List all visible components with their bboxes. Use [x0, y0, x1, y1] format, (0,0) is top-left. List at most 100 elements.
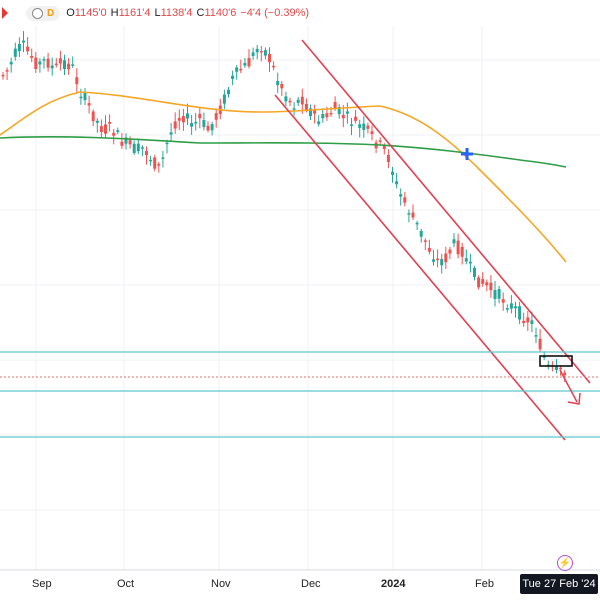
candle-body	[5, 70, 9, 72]
candle-body	[222, 94, 226, 104]
candle-body	[481, 279, 485, 284]
moving-average-slow	[0, 136, 567, 168]
candle-body	[63, 60, 66, 70]
candle-body	[505, 308, 509, 310]
candle-body	[432, 259, 435, 262]
candle-body	[468, 261, 472, 264]
candle-body	[337, 106, 341, 115]
candle-body	[395, 181, 399, 185]
candle-body	[46, 58, 50, 68]
candle-body	[120, 141, 124, 146]
candle-body	[452, 239, 456, 244]
candle-body	[350, 124, 353, 126]
candle-body	[514, 306, 517, 309]
candle-body	[87, 103, 91, 106]
candle-body	[300, 96, 304, 105]
candle-body	[206, 125, 210, 131]
candle-body	[309, 108, 312, 117]
candle-body	[251, 52, 255, 56]
candle-body	[190, 122, 194, 127]
candle-body	[26, 46, 30, 52]
candle-body	[255, 48, 259, 53]
candle-body	[50, 65, 54, 69]
candle-body	[231, 75, 235, 80]
candle-body	[538, 338, 542, 350]
candle-body	[214, 113, 218, 120]
x-axis-label-2024: 2024	[381, 578, 406, 590]
candle-body	[501, 299, 505, 303]
candle-body	[386, 154, 390, 163]
x-axis-label-nov: Nov	[211, 578, 231, 590]
candle-body	[58, 58, 62, 64]
candle-body	[407, 213, 411, 215]
candle-body	[473, 267, 476, 277]
candle-body	[366, 125, 370, 129]
candle-body	[153, 157, 157, 169]
candle-body	[276, 80, 280, 86]
candle-body	[423, 240, 427, 242]
candle-body	[284, 96, 288, 102]
candle-body	[17, 43, 21, 52]
candle-body	[419, 230, 423, 237]
highlight-box	[539, 355, 573, 367]
candle-body	[456, 240, 460, 255]
candle-body	[526, 317, 530, 323]
candle-body	[403, 197, 407, 203]
candle-body	[202, 120, 206, 128]
candle-body	[42, 59, 46, 61]
candle-body	[247, 57, 251, 67]
candle-body	[464, 258, 468, 262]
candle-body	[149, 159, 153, 162]
candle-body	[555, 366, 558, 370]
candle-body	[263, 50, 267, 56]
candle-body	[313, 109, 317, 114]
candle-body	[128, 140, 132, 145]
candle-body	[378, 140, 382, 142]
candle-body	[79, 96, 83, 99]
candle-body	[427, 247, 431, 252]
visibility-toggle[interactable]: D	[26, 5, 61, 21]
candle-body	[194, 121, 198, 124]
candle-body	[489, 282, 493, 291]
candle-body	[67, 63, 71, 70]
projection-arrow-line	[559, 369, 578, 403]
candle-body	[34, 57, 38, 70]
candle-body	[13, 48, 17, 57]
candle-body	[317, 121, 321, 125]
candle-body	[227, 89, 230, 95]
lightning-icon[interactable]: ⚡	[557, 555, 573, 571]
projection-arrow-head	[567, 392, 581, 405]
candle-body	[177, 117, 181, 121]
candle-body	[522, 320, 526, 324]
candle-body	[99, 126, 103, 132]
flag-icon	[2, 7, 8, 19]
candle-body	[325, 113, 329, 118]
candle-body	[399, 194, 403, 197]
candle-body	[140, 147, 144, 149]
x-axis-label-oct: Oct	[117, 578, 135, 590]
candle-body	[243, 63, 247, 66]
candle-body	[460, 246, 464, 257]
candle-body	[71, 64, 75, 66]
candle-body	[54, 63, 58, 66]
moving-average-fast	[0, 91, 567, 263]
candle-body	[1, 74, 5, 77]
candle-body	[341, 114, 345, 119]
candle-body	[22, 40, 25, 43]
candle-body	[186, 113, 189, 119]
low-value: L1138'4	[154, 7, 193, 19]
candle-body	[30, 55, 34, 58]
candle-body	[104, 124, 107, 134]
candle-body	[91, 111, 95, 122]
candle-body	[329, 112, 333, 115]
candle-body	[497, 289, 501, 299]
candle-body	[280, 83, 284, 89]
candle-body	[440, 258, 444, 266]
candle-body	[173, 121, 177, 129]
candle-body	[559, 367, 563, 370]
candle-body	[530, 320, 534, 325]
candle-body	[345, 111, 349, 114]
candle-body	[83, 92, 87, 101]
candle-body	[518, 306, 522, 320]
